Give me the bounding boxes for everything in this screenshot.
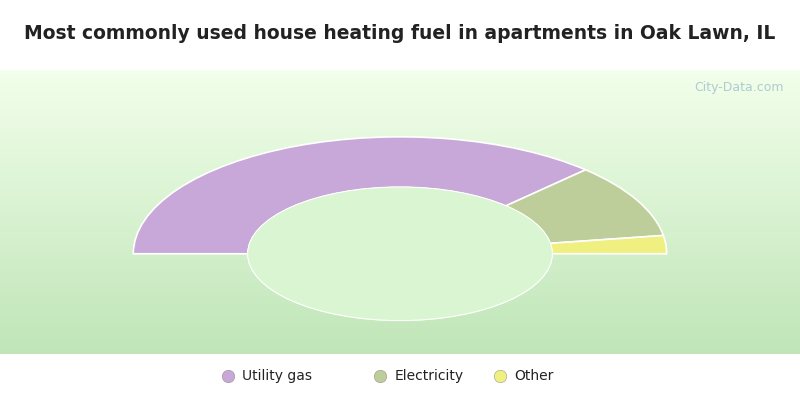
Text: City-Data.com: City-Data.com — [694, 81, 784, 94]
Text: Other: Other — [514, 369, 554, 383]
Wedge shape — [400, 170, 663, 254]
Text: Most commonly used house heating fuel in apartments in Oak Lawn, IL: Most commonly used house heating fuel in… — [24, 24, 776, 43]
Text: Utility gas: Utility gas — [242, 369, 312, 383]
Text: Electricity: Electricity — [394, 369, 463, 383]
Wedge shape — [400, 236, 666, 254]
Wedge shape — [134, 137, 586, 254]
Circle shape — [248, 187, 552, 320]
Circle shape — [248, 187, 552, 320]
